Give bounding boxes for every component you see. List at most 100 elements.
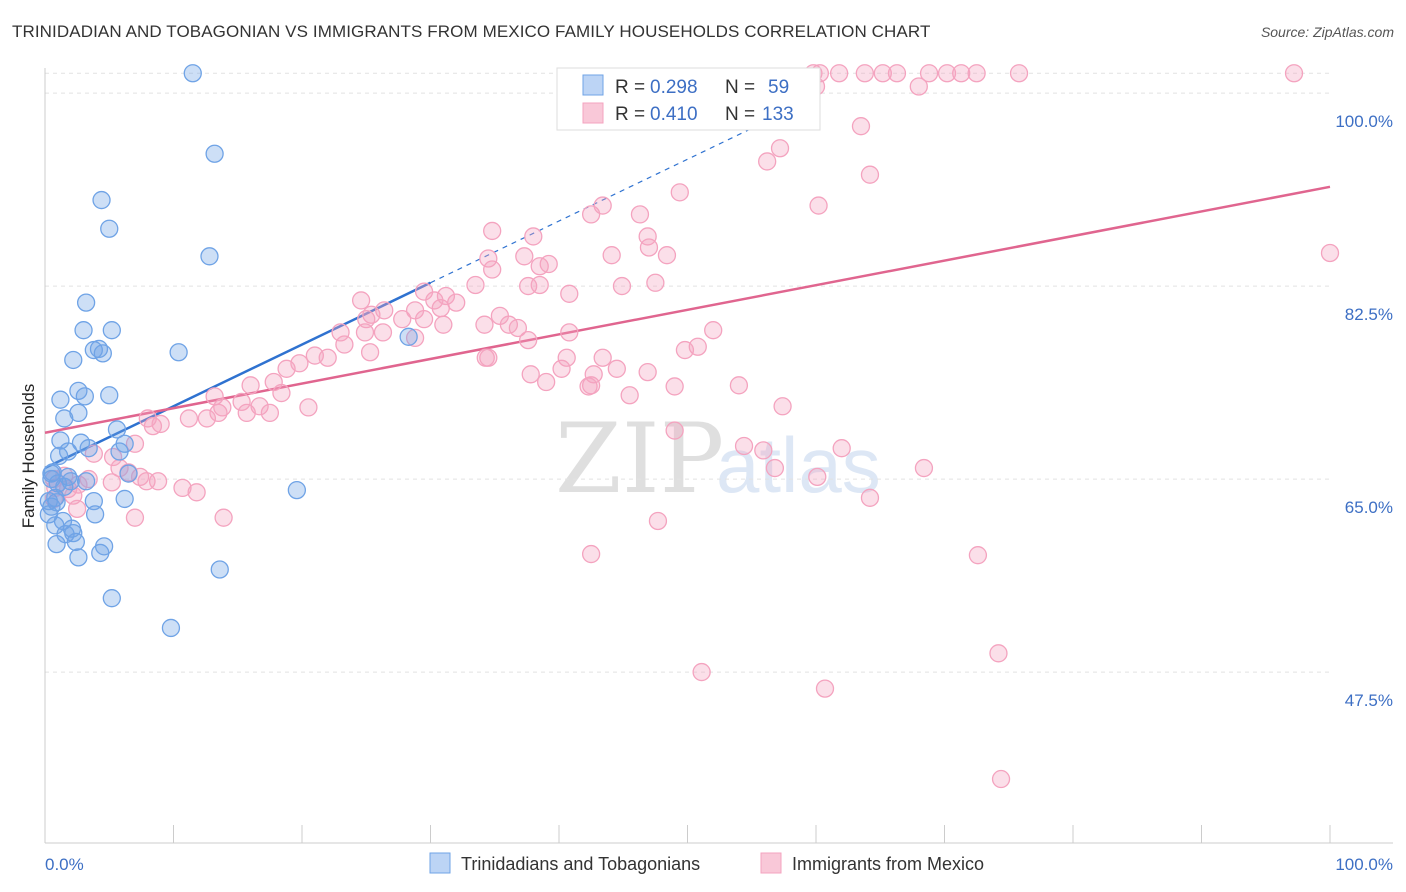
point-mexico xyxy=(173,478,192,498)
point-trinidadians xyxy=(92,190,111,210)
point-trinidadians xyxy=(287,480,307,500)
point-trinidadians xyxy=(84,491,103,511)
point-mexico xyxy=(209,403,228,423)
point-mexico xyxy=(1320,243,1340,263)
point-mexico xyxy=(530,275,549,295)
point-mexico xyxy=(593,348,612,367)
point-mexico xyxy=(991,769,1011,789)
point-mexico xyxy=(393,310,412,329)
legend-label-mexico: Immigrants from Mexico xyxy=(792,854,984,874)
point-mexico xyxy=(937,64,957,83)
point-mexico xyxy=(688,337,707,356)
point-mexico xyxy=(537,372,556,392)
axes xyxy=(44,68,1393,844)
point-trinidadians xyxy=(75,387,94,406)
point-mexico xyxy=(79,469,98,489)
point-mexico xyxy=(197,409,217,428)
point-mexico xyxy=(351,291,371,310)
point-mexico xyxy=(887,64,907,83)
watermark: ZIP atlas xyxy=(555,403,881,515)
point-mexico xyxy=(734,436,754,456)
point-mexico xyxy=(855,64,874,83)
point-trinidadians xyxy=(55,409,74,428)
point-mexico xyxy=(552,359,571,378)
legend-swatch-mexico xyxy=(760,852,782,874)
point-mexico xyxy=(968,546,988,565)
stats-n-label-pink: N = xyxy=(725,104,755,125)
point-trinidadians xyxy=(399,327,418,346)
point-mexico xyxy=(809,196,828,215)
point-mexico xyxy=(214,508,233,527)
point-mexico xyxy=(630,205,650,224)
point-mexico xyxy=(919,64,939,83)
y-axis-label: Family Households xyxy=(19,384,38,529)
point-mexico xyxy=(704,321,723,340)
point-trinidadians xyxy=(200,247,219,266)
point-mexico xyxy=(479,348,498,367)
stats-r-value-pink: 0.410 xyxy=(650,104,698,125)
point-trinidadians xyxy=(76,472,96,491)
stats-swatch-blue xyxy=(582,74,604,96)
point-mexico xyxy=(873,64,892,83)
point-mexico xyxy=(670,183,689,202)
point-mexico xyxy=(639,238,659,257)
point-trinidadians xyxy=(100,219,119,238)
point-mexico xyxy=(602,246,621,265)
point-trinidadians xyxy=(74,321,93,340)
point-trinidadians xyxy=(47,493,66,512)
stats-swatch-pink xyxy=(582,102,604,124)
point-mexico xyxy=(560,284,579,303)
point-mexico xyxy=(305,346,325,365)
y-tick-label: 65.0% xyxy=(1345,498,1393,517)
point-mexico xyxy=(758,152,777,171)
point-mexico xyxy=(264,372,283,392)
point-mexico xyxy=(646,273,665,292)
point-mexico xyxy=(581,544,601,564)
point-mexico xyxy=(1009,64,1029,83)
point-mexico xyxy=(909,77,928,96)
point-mexico xyxy=(355,323,375,342)
point-mexico xyxy=(560,323,579,342)
point-trinidadians xyxy=(169,343,188,362)
point-trinidadians xyxy=(161,618,181,638)
point-mexico xyxy=(581,205,601,224)
point-mexico xyxy=(1284,64,1304,83)
point-trinidadians xyxy=(64,350,83,370)
point-trinidadians xyxy=(183,64,202,83)
x-tick-label-min: 0.0% xyxy=(45,855,84,874)
trend-line-trinidadians xyxy=(44,281,432,470)
point-mexico xyxy=(860,165,880,184)
point-mexico xyxy=(102,473,121,492)
point-trinidadians xyxy=(84,340,103,360)
point-mexico xyxy=(479,249,498,268)
watermark-atlas: atlas xyxy=(716,421,881,509)
point-mexico xyxy=(483,260,502,279)
point-mexico xyxy=(648,511,668,531)
grid-lines xyxy=(45,72,1330,673)
point-mexico xyxy=(607,359,626,378)
point-mexico xyxy=(299,398,318,417)
point-mexico xyxy=(692,662,711,682)
y-tick-label: 100.0% xyxy=(1335,112,1393,131)
point-trinidadians xyxy=(115,489,134,509)
point-mexico xyxy=(754,441,773,460)
point-mexico xyxy=(232,392,251,412)
point-mexico xyxy=(125,434,145,453)
point-mexico xyxy=(360,343,380,362)
point-mexico xyxy=(765,458,785,478)
point-mexico xyxy=(773,397,792,416)
point-mexico xyxy=(260,403,280,423)
point-mexico xyxy=(143,416,163,436)
point-trinidadians xyxy=(79,439,98,458)
point-mexico xyxy=(515,247,534,266)
point-mexico xyxy=(237,403,256,423)
y-tick-label: 82.5% xyxy=(1345,305,1393,324)
point-mexico xyxy=(490,306,510,326)
point-mexico xyxy=(967,64,986,83)
point-mexico xyxy=(770,139,790,158)
point-mexico xyxy=(466,275,485,295)
point-mexico xyxy=(729,376,749,395)
point-mexico xyxy=(277,359,296,378)
point-mexico xyxy=(989,644,1008,663)
